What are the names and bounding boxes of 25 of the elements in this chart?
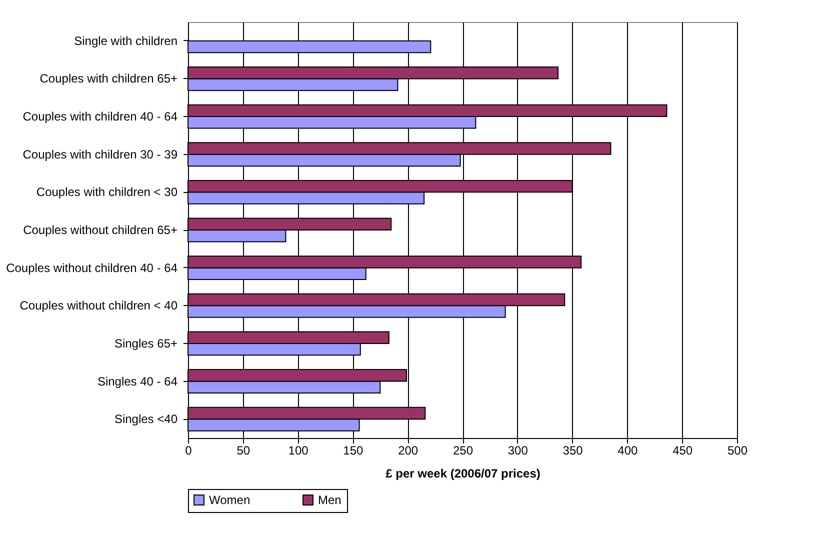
y-tick-label: Couples with children 40 - 64 [22, 110, 178, 124]
y-tick-label: Couples without children 40 - 64 [6, 260, 178, 275]
x-tick-label: 400 [618, 444, 638, 458]
y-tick-label: Singles 40 - 64 [97, 374, 178, 388]
x-tick-label: 300 [508, 444, 528, 458]
y-tick-label: Couples with children < 30 [36, 185, 178, 200]
legend-label: Women [209, 493, 250, 507]
y-tick-label: Singles <40 [114, 412, 178, 426]
x-axis-title: £ per week (2006/07 prices) [386, 466, 540, 480]
x-tick-label: 200 [398, 444, 418, 458]
x-tick-label: 150 [343, 444, 364, 458]
y-tick-label: Singles 65+ [114, 336, 178, 350]
x-tick-label: 350 [562, 444, 584, 458]
x-tick-label: 50 [236, 444, 250, 458]
x-tick-label: 500 [727, 444, 748, 458]
y-tick-label: Couples without children < 40 [20, 298, 178, 313]
x-tick-label: 250 [452, 444, 474, 458]
x-tick-label: 0 [185, 444, 192, 458]
y-tick-label: Single with children [74, 34, 178, 48]
legend-label: Men [318, 493, 342, 507]
x-tick-label: 100 [288, 444, 309, 458]
y-tick-label: Couples without children 65+ [23, 223, 178, 237]
y-tick-label: Couples with children 30 - 39 [22, 147, 178, 162]
y-tick-label: Couples with children 65+ [40, 72, 178, 86]
x-tick-label: 450 [672, 444, 693, 458]
